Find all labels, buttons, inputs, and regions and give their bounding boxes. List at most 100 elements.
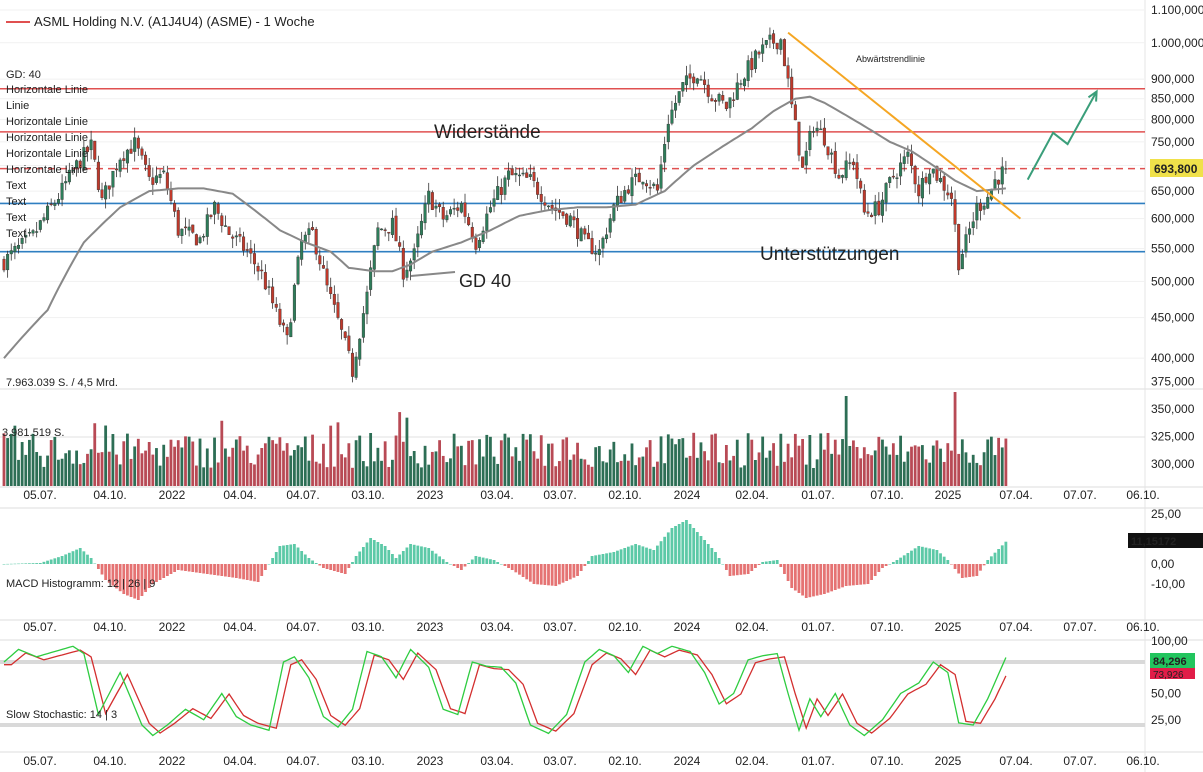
macd-bar xyxy=(158,564,162,580)
x-tick-label: 07.10. xyxy=(870,754,903,768)
candle-body xyxy=(917,184,921,197)
macd-bar xyxy=(227,564,231,577)
volume-bar xyxy=(198,438,202,486)
volume-bar xyxy=(293,449,296,486)
macd-bar xyxy=(86,554,89,564)
candle xyxy=(525,168,529,178)
volume-bar xyxy=(267,436,271,486)
volume-bar xyxy=(786,443,790,486)
candle-body xyxy=(245,249,249,251)
candle xyxy=(340,318,344,340)
macd-bar xyxy=(637,545,641,564)
candle xyxy=(412,243,416,270)
macd-panel xyxy=(2,520,1008,600)
volume-bar xyxy=(278,437,282,486)
candle xyxy=(960,249,964,270)
volume-bar xyxy=(165,456,169,486)
candle-body xyxy=(507,170,511,180)
volume-tick-label: 300,000 xyxy=(1151,457,1195,471)
volume-bar xyxy=(347,443,351,486)
volume-bar xyxy=(383,441,387,486)
candle-body xyxy=(438,204,442,207)
volume-bar xyxy=(231,447,235,486)
macd-bar xyxy=(645,547,648,564)
candle xyxy=(514,166,518,183)
volume-bar xyxy=(641,456,645,486)
candle xyxy=(394,207,398,242)
candle xyxy=(652,182,656,189)
candle-body xyxy=(884,183,888,203)
candle xyxy=(724,101,728,112)
volume-bar xyxy=(118,464,122,486)
macd-bar xyxy=(129,564,133,597)
x-tick-label: 04.10. xyxy=(93,754,126,768)
stoch-band xyxy=(0,723,1145,727)
candle xyxy=(565,212,569,228)
candle-body xyxy=(986,196,990,209)
macd-bar xyxy=(165,564,169,576)
macd-bar xyxy=(187,564,191,572)
macd-bar xyxy=(191,564,195,572)
price-tick-label: 900,000 xyxy=(1151,72,1195,86)
macd-bar xyxy=(721,564,725,565)
volume-bar xyxy=(572,454,576,486)
macd-bar xyxy=(728,564,732,576)
candle xyxy=(423,195,427,230)
volume-bar xyxy=(49,440,53,486)
candle xyxy=(390,210,394,239)
volume-bar xyxy=(565,437,569,486)
candle xyxy=(263,264,267,291)
candle xyxy=(85,145,89,162)
macd-bar xyxy=(873,564,877,576)
macd-bar xyxy=(536,564,540,585)
candle-body xyxy=(612,204,616,221)
macd-bar xyxy=(169,564,173,574)
candle xyxy=(572,210,576,228)
candle-body xyxy=(285,326,289,336)
volume-bar xyxy=(721,463,725,486)
volume-bar xyxy=(467,440,471,486)
macd-bar xyxy=(572,564,576,578)
macd-bar xyxy=(899,557,903,564)
candle xyxy=(637,168,641,183)
candle-body xyxy=(583,228,587,235)
candle xyxy=(467,213,471,227)
macd-bar xyxy=(877,564,881,572)
macd-bar xyxy=(986,560,990,564)
macd-bar xyxy=(82,551,86,564)
candle xyxy=(801,156,805,168)
candle xyxy=(176,207,180,238)
macd-bar xyxy=(118,564,122,592)
candle xyxy=(347,326,351,354)
candle-body xyxy=(804,150,808,166)
macd-bar xyxy=(278,546,282,564)
candle-body xyxy=(703,79,707,85)
volume-bar xyxy=(688,455,692,486)
candle xyxy=(488,200,492,214)
candle-body xyxy=(957,224,961,271)
volume-bar xyxy=(724,445,728,486)
volume-bar xyxy=(518,460,521,486)
macd-bar xyxy=(819,564,823,595)
macd-bar xyxy=(202,564,206,574)
volume-bar xyxy=(710,434,714,486)
macd-bar xyxy=(950,564,953,565)
macd-bar xyxy=(695,532,699,564)
candle-body xyxy=(721,95,725,101)
candle xyxy=(329,277,333,300)
candle-body xyxy=(942,176,946,191)
volume-bar xyxy=(430,451,434,486)
candle xyxy=(336,293,340,320)
candle-body xyxy=(398,242,402,247)
macd-bar xyxy=(416,545,420,564)
volume-bar xyxy=(536,458,540,486)
candle xyxy=(663,136,667,173)
legend-item: Horizontale Linie xyxy=(6,148,88,160)
candle-body xyxy=(223,225,227,227)
x-tick-label: 03.04. xyxy=(480,488,513,502)
macd-bar xyxy=(147,564,151,588)
candle xyxy=(416,226,420,258)
candle xyxy=(180,228,184,244)
candle-body xyxy=(906,151,910,157)
candle-body xyxy=(648,187,652,189)
